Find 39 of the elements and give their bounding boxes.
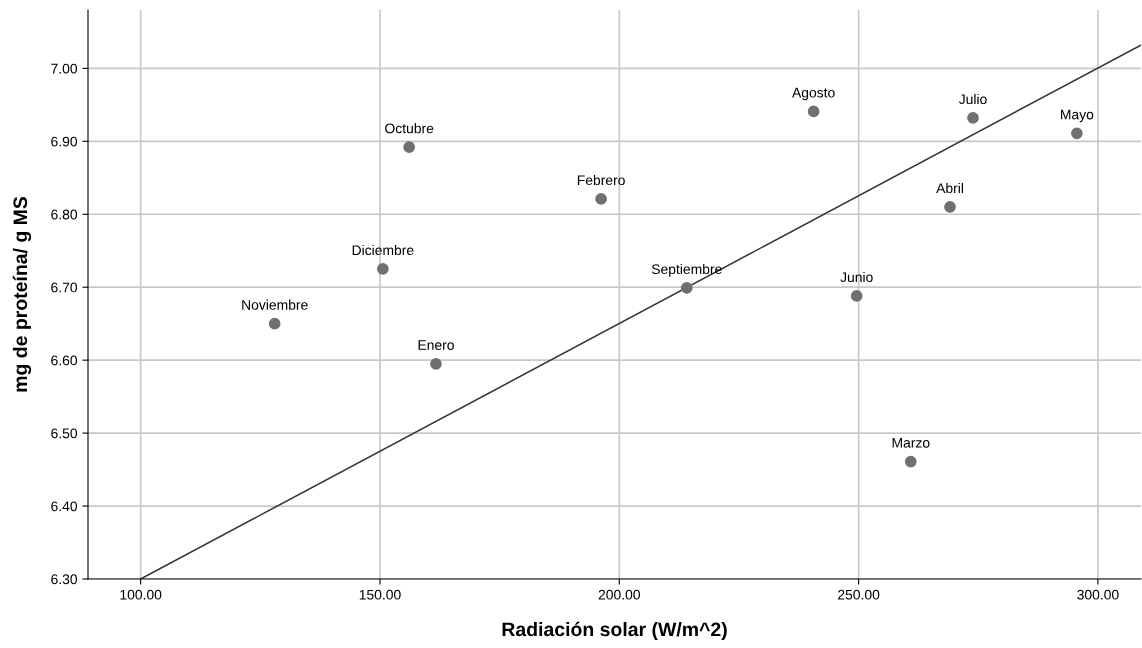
point (595, 193, 607, 205)
y-tick-label: 6.30 (51, 574, 78, 585)
y-tick-label: 6.90 (51, 136, 78, 147)
y-axis-title: mg de proteína/ g MS (12, 196, 32, 392)
point (403, 141, 416, 153)
y-tick-label: 7.00 (51, 63, 78, 74)
annotation: Marzo (892, 438, 930, 448)
point (268, 317, 281, 330)
annotation: Mayo (1061, 109, 1094, 123)
point (680, 282, 693, 294)
y-tick-label: 6.80 (51, 209, 78, 220)
annotation: Enero (418, 340, 454, 350)
annotation: Diciembre (352, 244, 414, 256)
point (376, 263, 389, 275)
annotation: Junio (840, 271, 873, 283)
y-tick-label: 6.40 (51, 501, 78, 512)
annotation: Abril (936, 182, 963, 194)
x-tick-label: 200.00 (598, 589, 640, 600)
point (1071, 127, 1083, 140)
x-tick-label: 300.00 (1077, 589, 1119, 600)
point (850, 290, 863, 302)
annotation: Agosto (792, 87, 835, 101)
x-tick-label: 250.00 (838, 589, 880, 600)
annotation: Julio (958, 93, 987, 105)
x-tick-label: 100.00 (120, 589, 162, 600)
point (430, 357, 442, 370)
point (944, 201, 956, 213)
x-tick-label: 150.00 (359, 589, 401, 600)
y-tick-label: 6.60 (51, 355, 78, 366)
annotation: Noviembre (242, 299, 308, 310)
point (967, 112, 979, 124)
y-tick-label: 6.70 (51, 282, 78, 293)
annotation: Septiembre (651, 263, 722, 277)
annotation: Octubre (385, 123, 434, 134)
point (807, 105, 820, 118)
point (904, 455, 917, 468)
y-tick-label: 6.50 (51, 428, 78, 439)
x-axis-title: Radiación solar (W/m^2) (502, 621, 727, 641)
annotation: Febrero (577, 174, 625, 186)
